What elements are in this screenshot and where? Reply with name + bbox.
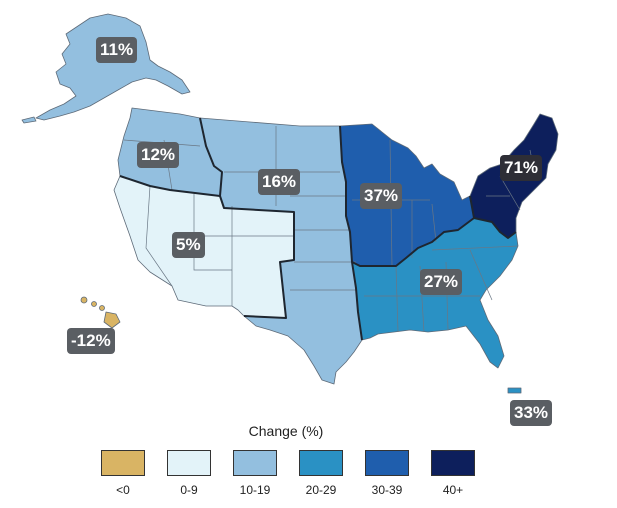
- great-plains-value-badge: 16%: [258, 169, 301, 195]
- northwest-value-badge: 12%: [137, 142, 180, 168]
- legend-item: 40+: [422, 450, 484, 497]
- legend-item: 0-9: [158, 450, 220, 497]
- legend-swatch: [431, 450, 475, 476]
- hawaii-value-badge: -12%: [67, 328, 115, 354]
- puerto-rico-shape: [507, 387, 522, 394]
- legend-item: 20-29: [290, 450, 352, 497]
- hawaii-island-1: [80, 296, 88, 304]
- hawaii-island-2: [91, 301, 97, 307]
- legend-label: <0: [116, 483, 130, 497]
- hawaii-big-island: [103, 311, 121, 329]
- hawaii-island-3: [99, 305, 105, 311]
- legend-title: Change (%): [248, 423, 324, 439]
- midwest-value-badge: 37%: [360, 183, 403, 209]
- legend-item: 10-19: [224, 450, 286, 497]
- legend-label: 10-19: [239, 483, 271, 497]
- alaska-value-badge: 11%: [96, 37, 138, 63]
- legend-swatch: [167, 450, 211, 476]
- puerto-rico-value-badge: 33%: [510, 400, 553, 426]
- alaska-shape: [35, 13, 191, 121]
- region-alaska: [21, 13, 191, 124]
- legend-swatch: [365, 450, 409, 476]
- legend-label: 20-29: [305, 483, 337, 497]
- legend-swatch: [101, 450, 145, 476]
- region-hawaii: [80, 296, 121, 329]
- legend-item: <0: [92, 450, 154, 497]
- alaska-island: [21, 116, 37, 124]
- northeast-value-badge: 71%: [500, 155, 543, 181]
- southwest-value-badge: 5%: [172, 232, 205, 258]
- region-borders: [119, 117, 517, 341]
- legend-item: 30-39: [356, 450, 418, 497]
- legend-label: 40+: [442, 483, 464, 497]
- legend-label: 30-39: [371, 483, 403, 497]
- legend-swatch: [299, 450, 343, 476]
- legend-label: 0-9: [180, 483, 198, 497]
- legend-swatch: [233, 450, 277, 476]
- southeast-value-badge: 27%: [420, 269, 463, 295]
